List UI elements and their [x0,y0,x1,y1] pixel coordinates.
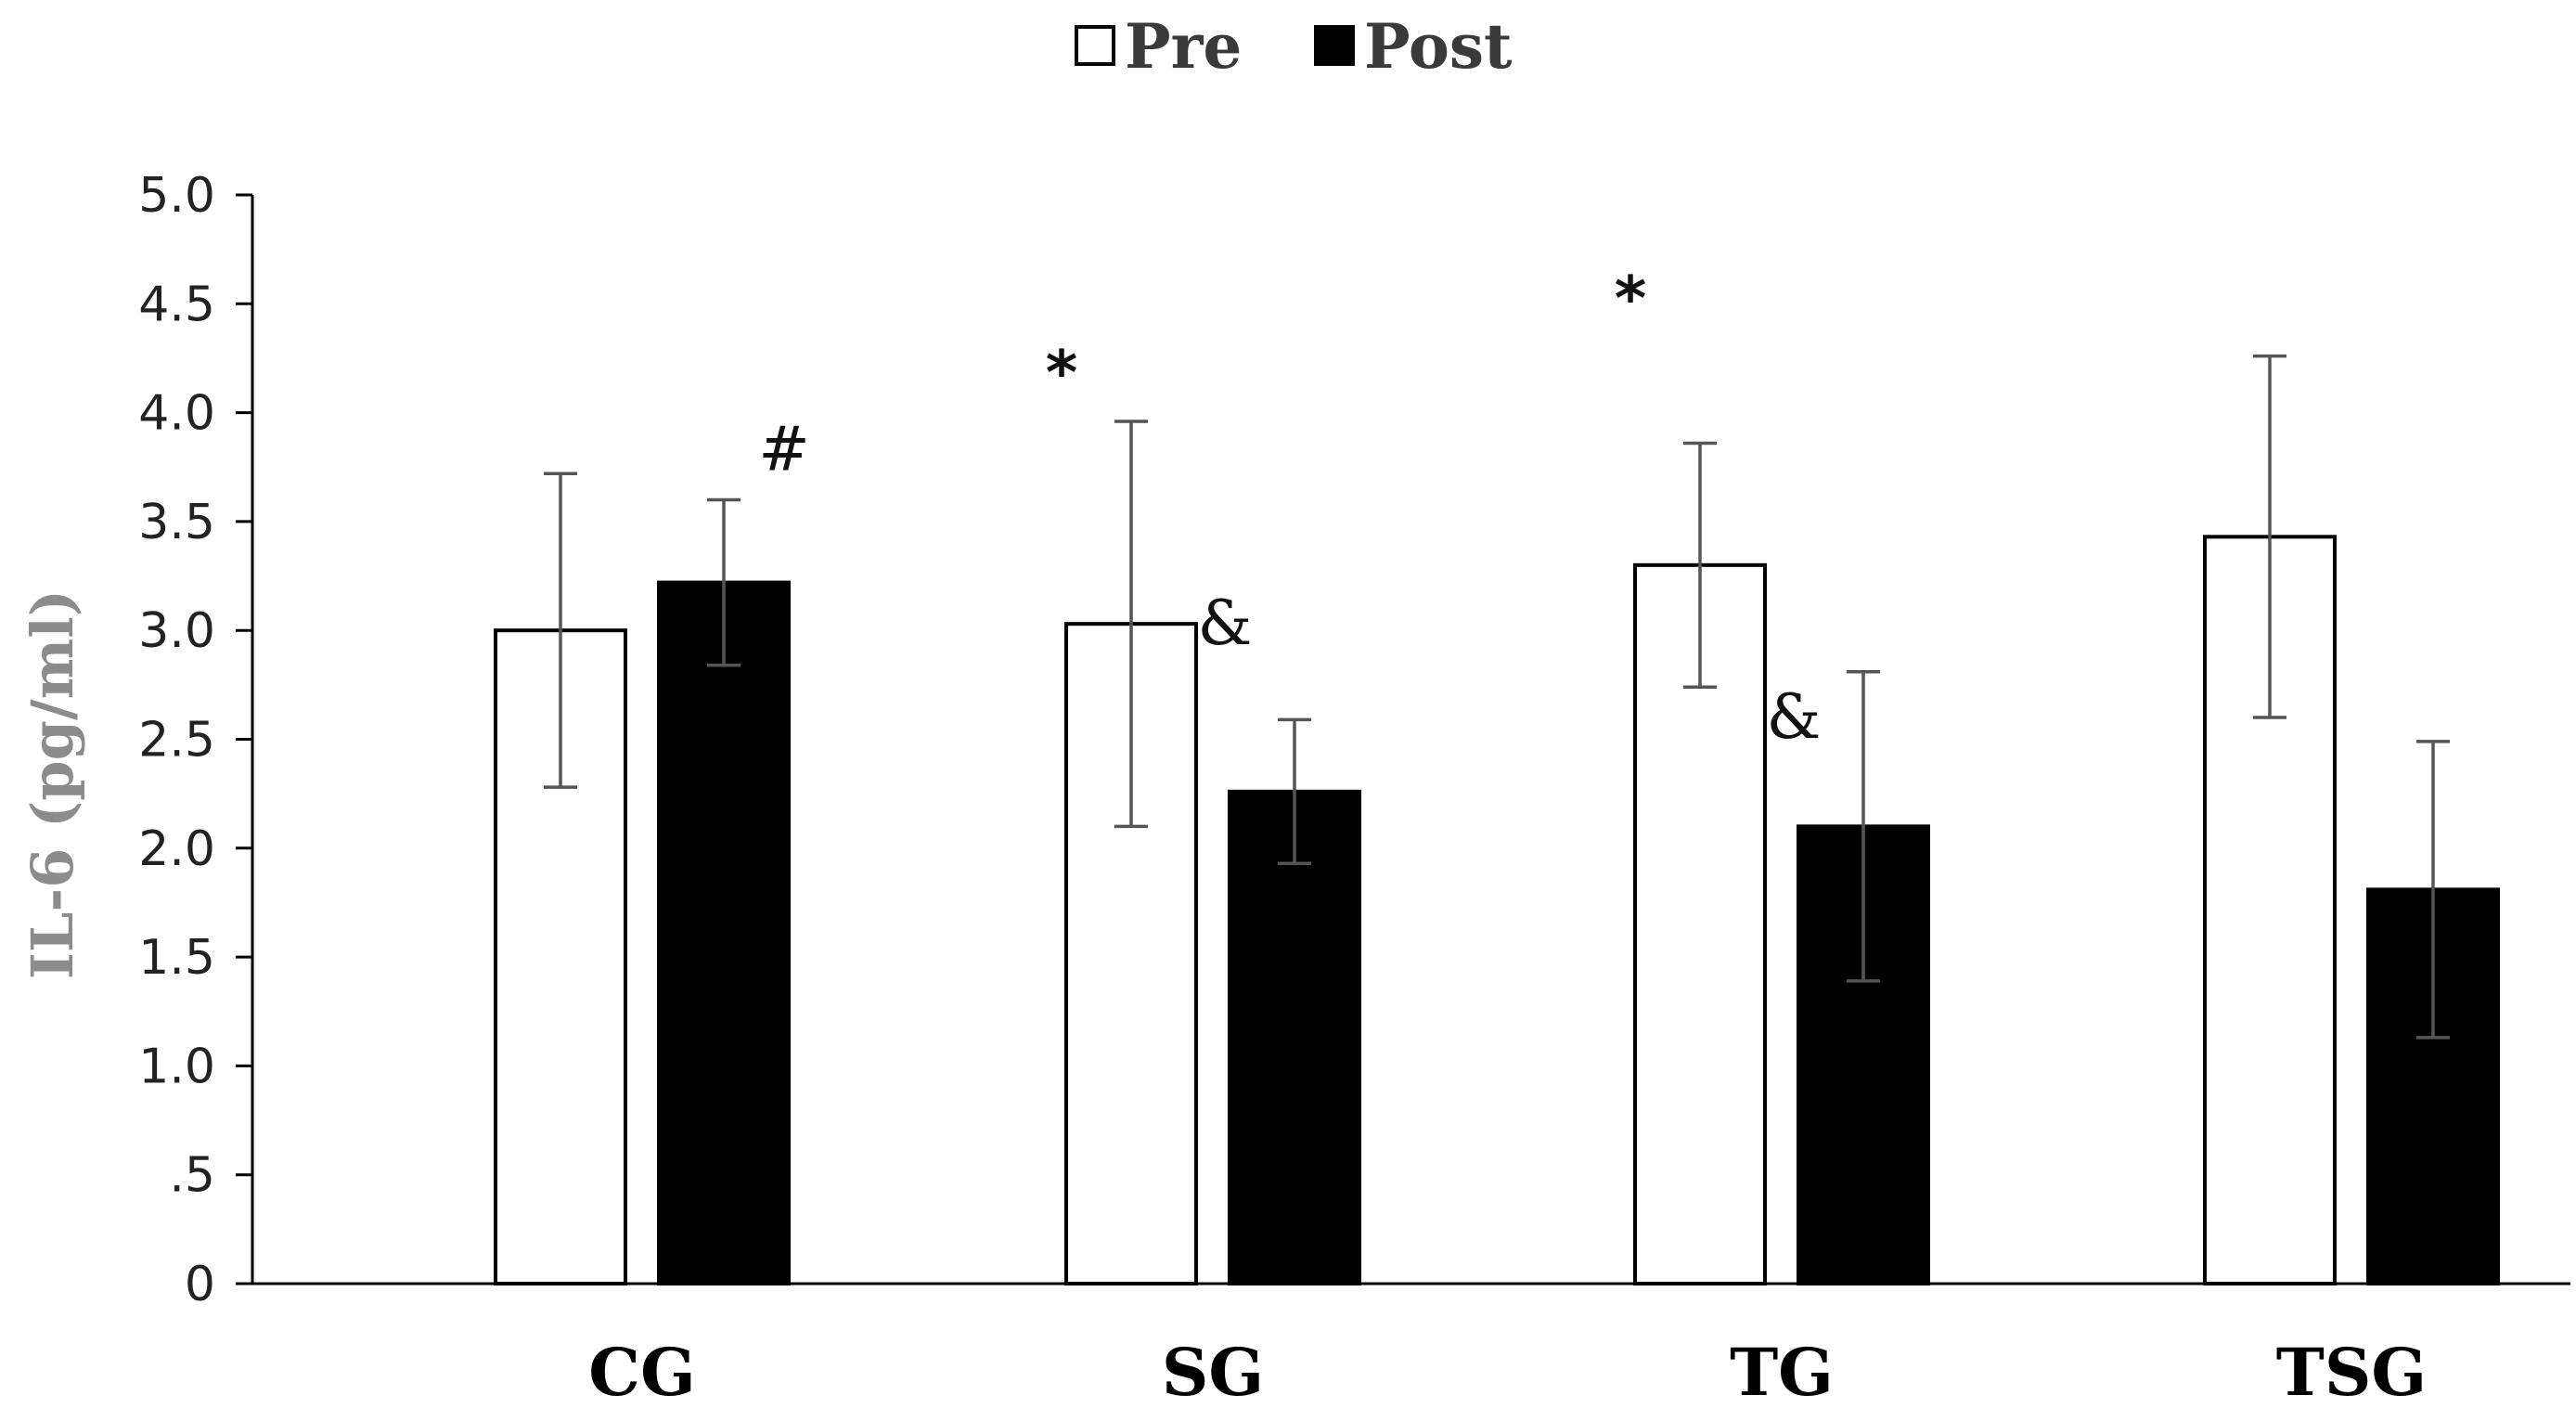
y-tick-label: 1.5 [138,930,215,986]
x-category-labels: CG SG TG TSG [588,1334,2427,1411]
bar-post-cg [657,580,791,1285]
y-tick-label: 1.0 [138,1039,215,1094]
y-tick-label: 5.0 [138,168,215,224]
y-tick-label: 3.5 [138,495,215,550]
y-tick-label: 4.5 [138,277,215,332]
x-category-label-sg: SG [1162,1334,1264,1411]
bar-post-tsg [2366,887,2500,1286]
y-tick-label: 4.0 [138,386,215,442]
annotation-hash-cg: # [758,413,809,484]
annotation-ampersand-tg: & [1767,681,1822,753]
legend-swatch-pre [1075,25,1115,66]
legend-label-pre: Pre [1125,10,1242,83]
y-tick-label: 2.0 [138,821,215,877]
bars [494,535,2500,1286]
annotation-asterisk-tg: * [1615,264,1647,335]
x-category-label-cg: CG [588,1334,696,1411]
legend-swatch-post [1314,25,1355,66]
y-tick-label: .5 [169,1148,215,1204]
bar-pre-cg [494,628,627,1285]
annotations: # * & * & [758,264,1821,753]
y-tick-label: 0 [185,1257,215,1312]
y-tick-label: 3.0 [138,603,215,659]
x-category-label-tsg: TSG [2276,1334,2427,1411]
legend-label-post: Post [1364,10,1513,83]
bar-pre-sg [1064,622,1198,1285]
y-ticks: 0 .5 1.0 1.5 2.0 2.5 3.0 3.5 4.0 4.5 5.0 [138,168,252,1312]
error-bars [544,354,2450,1040]
annotation-ampersand-sg: & [1198,588,1253,659]
legend: Pre Post [1075,10,1513,83]
annotation-asterisk-sg: * [1046,337,1078,408]
x-category-label-tg: TG [1730,1334,1834,1411]
y-axis-title: IL-6 (pg/ml) [19,589,86,979]
bar-post-sg [1228,789,1361,1285]
y-tick-label: 2.5 [138,713,215,769]
